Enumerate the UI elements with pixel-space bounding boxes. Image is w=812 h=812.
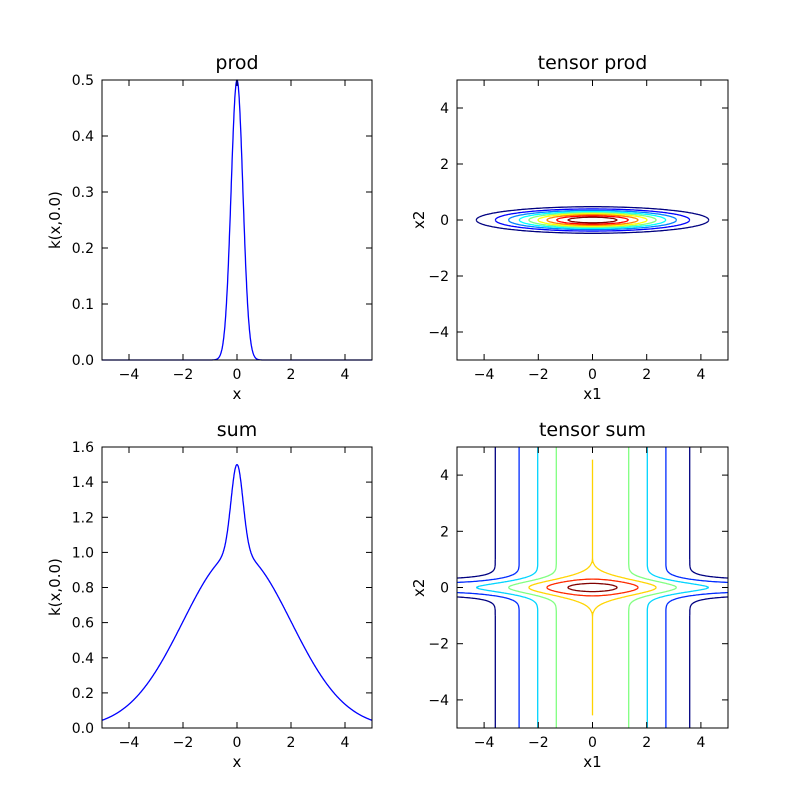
x-tick-label: −4 <box>474 367 495 383</box>
y-tick-label: 0.5 <box>72 73 94 89</box>
x-tick-label: −2 <box>528 735 549 751</box>
y-tick-label: −4 <box>428 693 449 709</box>
x-tick-label: 4 <box>696 367 705 383</box>
x-tick-label: 0 <box>588 367 597 383</box>
y-tick-label: 0.3 <box>72 185 94 201</box>
tensor_sum-contour-level-0.8 <box>507 447 678 728</box>
x-tick-label: 0 <box>588 735 597 751</box>
subplot-tensor-prod-xlabel: x1 <box>583 385 602 403</box>
y-tick-label: 0.0 <box>72 721 94 737</box>
y-tick-label: 1.6 <box>72 440 94 456</box>
x-tick-label: −4 <box>119 367 140 383</box>
subplot-prod-title: prod <box>215 52 259 74</box>
subplot-tensor_prod: −4 −2 0 2 4 −4 −2 0 2 4 <box>428 79 729 383</box>
y-tick-label: 0.4 <box>72 129 94 145</box>
y-tick-label: 4 <box>440 468 449 484</box>
y-tick-label: 0.2 <box>72 241 94 257</box>
y-tick-label: 2 <box>440 524 449 540</box>
tensor_sum-contour-level-0.2 <box>457 447 728 728</box>
tensor_sum-contour-level-1 <box>528 459 657 716</box>
y-tick-label: 1.2 <box>72 510 94 526</box>
subplot-sum-xlabel: x <box>232 753 242 771</box>
tensor_sum-contour-level-1.4 <box>567 582 618 593</box>
subplot-prod-ylabel: k(x,0.0) <box>46 191 64 249</box>
y-tick-label: −2 <box>428 637 449 653</box>
y-tick-label: 4 <box>440 101 449 117</box>
subplot-tensor_sum: −4 −2 0 2 4 −4 −2 0 2 4 <box>428 446 729 751</box>
x-tick-label: 2 <box>642 367 651 383</box>
subplot-tensor-sum-title: tensor sum <box>538 419 646 441</box>
tensor_sum-contour-level-1.2 <box>546 578 639 597</box>
x-tick-label: 2 <box>642 735 651 751</box>
prod-axes-frame <box>101 79 373 361</box>
y-tick-label: 0.0 <box>72 353 94 369</box>
subplot-tensor-sum-xlabel: x1 <box>583 753 602 771</box>
subplot-sum: −4 −2 0 2 4 0.0 0.2 0.4 0.6 0.8 1.0 1.2 1.4 1.6 <box>72 440 373 751</box>
sum-curve <box>101 463 373 721</box>
x-tick-label: −2 <box>528 367 549 383</box>
tensor_prod-contour-level-0.45 <box>567 216 618 224</box>
y-tick-label: 0.4 <box>72 651 94 667</box>
subplot-tensor-sum-ylabel: x2 <box>410 578 428 597</box>
y-tick-label: 1.0 <box>72 545 94 561</box>
tensor_prod-contour-level-0.4 <box>555 215 630 225</box>
x-tick-label: 2 <box>287 735 296 751</box>
y-tick-label: −2 <box>428 269 449 285</box>
y-tick-label: 0.1 <box>72 297 94 313</box>
subplot-prod: −4 −2 0 2 4 0.0 0.1 0.2 0.3 0.4 0.5 <box>72 73 373 383</box>
tensor_prod-contour-level-0.25 <box>528 212 657 228</box>
y-tick-label: 0.2 <box>72 686 94 702</box>
tensor_sum-contour-level-0.4 <box>457 447 728 728</box>
tensor_prod-contour-level-0.15 <box>507 209 678 231</box>
y-tick-label: 0.8 <box>72 581 94 597</box>
y-tick-label: 1.4 <box>72 475 94 491</box>
y-tick-label: 0 <box>440 581 449 597</box>
tensor_prod-contour-level-0.3 <box>537 213 648 227</box>
x-tick-label: 4 <box>341 735 350 751</box>
subplot-sum-ylabel: k(x,0.0) <box>46 558 64 617</box>
x-tick-label: 4 <box>341 367 350 383</box>
tensor_prod-axes-frame <box>456 79 729 361</box>
x-tick-label: −4 <box>474 735 495 751</box>
subplot-sum-title: sum <box>216 419 258 441</box>
y-tick-label: 0 <box>440 213 449 229</box>
y-tick-label: 0.6 <box>72 616 94 632</box>
x-tick-label: −2 <box>173 367 194 383</box>
tensor_sum-contour-level-0.6 <box>475 447 710 728</box>
tensor_prod-contour-level-0.2 <box>518 211 667 229</box>
tensor_prod-contour-level-0.05 <box>475 206 710 234</box>
subplot-prod-xlabel: x <box>232 385 242 403</box>
tensor_prod-contour-level-0.1 <box>494 208 691 232</box>
x-tick-label: −2 <box>173 735 194 751</box>
x-tick-label: 4 <box>696 735 705 751</box>
x-tick-label: 2 <box>287 367 296 383</box>
prod-curve <box>101 79 373 361</box>
tensor_prod-contour-level-0.35 <box>546 214 639 226</box>
y-tick-label: −4 <box>428 325 449 341</box>
subplot-tensor-prod-ylabel: x2 <box>410 210 428 230</box>
y-tick-label: 2 <box>440 157 449 173</box>
x-tick-label: 0 <box>233 367 242 383</box>
x-tick-label: 0 <box>233 735 242 751</box>
x-tick-label: −4 <box>119 735 140 751</box>
subplot-tensor-prod-title: tensor prod <box>537 52 648 74</box>
sum-axes-frame <box>101 446 373 729</box>
